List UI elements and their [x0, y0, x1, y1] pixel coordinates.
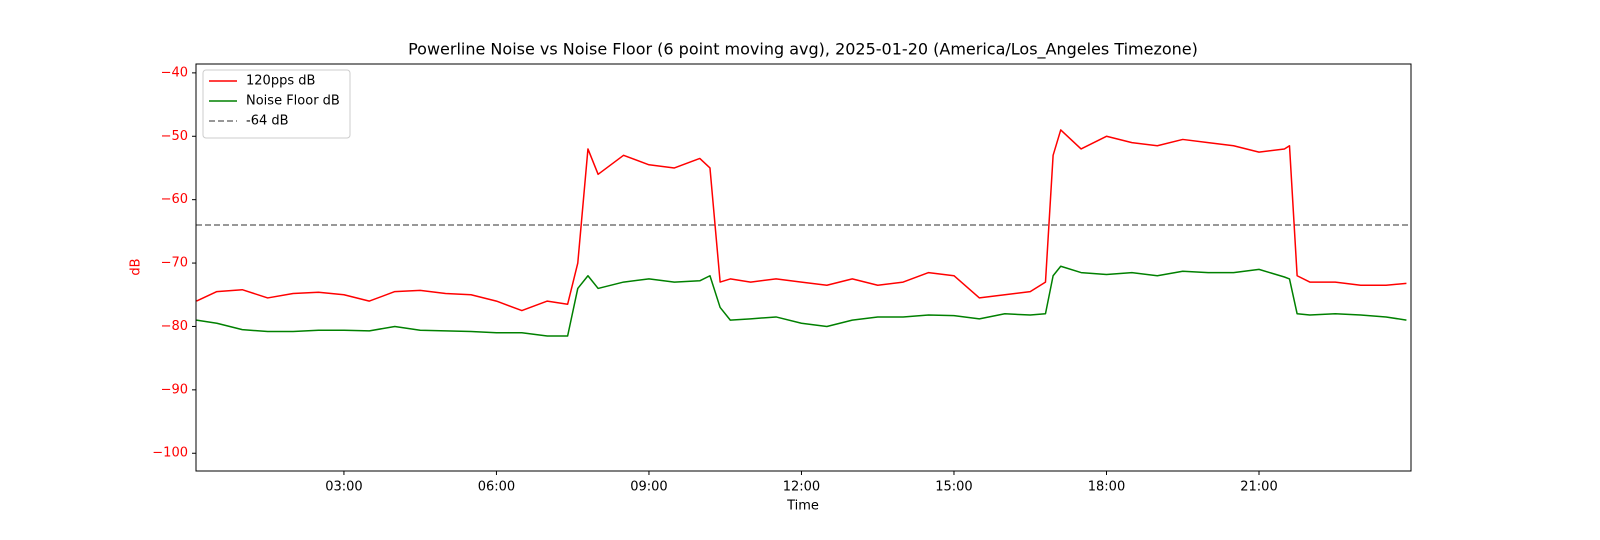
x-tick-label: 15:00 — [935, 480, 972, 495]
y-tick-label: −70 — [161, 256, 188, 271]
y-tick-label: −50 — [161, 129, 188, 144]
x-tick-label: 09:00 — [630, 480, 667, 495]
x-tick-label: 03:00 — [325, 480, 362, 495]
chart-title: Powerline Noise vs Noise Floor (6 point … — [408, 40, 1198, 60]
legend-label: Noise Floor dB — [246, 94, 340, 109]
y-tick-label: −40 — [161, 65, 188, 80]
y-axis-label: dB — [129, 258, 144, 275]
legend-label: 120pps dB — [246, 74, 315, 89]
legend-box — [202, 69, 351, 139]
legend: 120pps dB Noise Floor dB -64 dB — [202, 69, 351, 139]
x-tick-label: 12:00 — [783, 480, 820, 495]
x-tick-label: 18:00 — [1088, 480, 1125, 495]
y-tick-label: −100 — [152, 446, 188, 461]
y-tick-label: −90 — [161, 382, 188, 397]
series-line — [196, 265, 1407, 337]
x-axis-label: Time — [786, 499, 819, 514]
x-tick-label: 21:00 — [1240, 480, 1277, 495]
plot-frame — [195, 63, 1412, 472]
y-tick-label: −60 — [161, 192, 188, 207]
legend-label: -64 dB — [246, 114, 289, 129]
x-tick-label: 06:00 — [478, 480, 515, 495]
y-tick-label: −80 — [161, 319, 188, 334]
series-line — [196, 129, 1407, 312]
